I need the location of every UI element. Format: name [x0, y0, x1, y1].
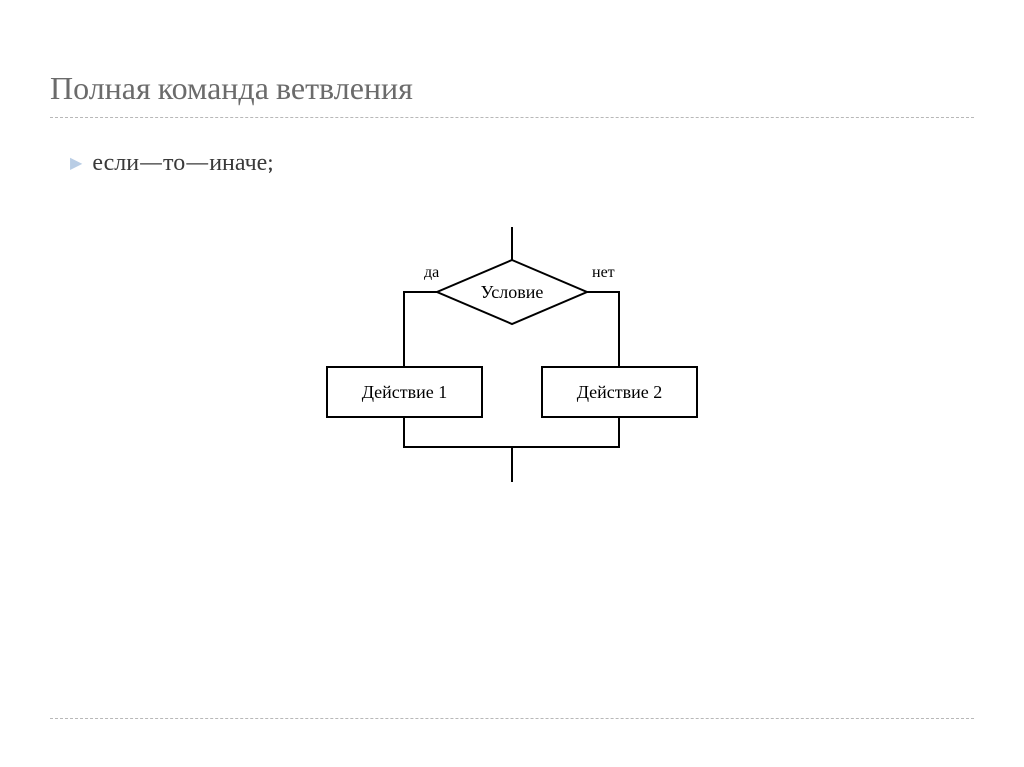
bullet-item: ▶ если—то—иначе; [70, 148, 974, 177]
bullet-text: если—то—иначе; [92, 148, 273, 177]
edge-yes [404, 292, 437, 367]
page-title: Полная команда ветвления [50, 70, 974, 107]
edge-no [587, 292, 619, 367]
chevron-right-icon: ▶ [70, 153, 82, 172]
edge-label-no: нет [592, 264, 615, 281]
node-label-action2: Действие 2 [577, 382, 663, 402]
flowchart-diagram: да нет Условие Действие 1 Действие 2 [292, 227, 732, 487]
edge-a1-down [404, 417, 512, 447]
title-block: Полная команда ветвления [50, 70, 974, 107]
node-label-condition: Условие [481, 282, 544, 302]
edge-label-yes: да [424, 264, 439, 281]
title-divider [50, 117, 974, 118]
slide: Полная команда ветвления ▶ если—то—иначе… [0, 0, 1024, 767]
edge-a2-down [512, 417, 619, 447]
node-label-action1: Действие 1 [362, 382, 448, 402]
flowchart-container: да нет Условие Действие 1 Действие 2 [50, 227, 974, 487]
bottom-divider [50, 718, 974, 719]
